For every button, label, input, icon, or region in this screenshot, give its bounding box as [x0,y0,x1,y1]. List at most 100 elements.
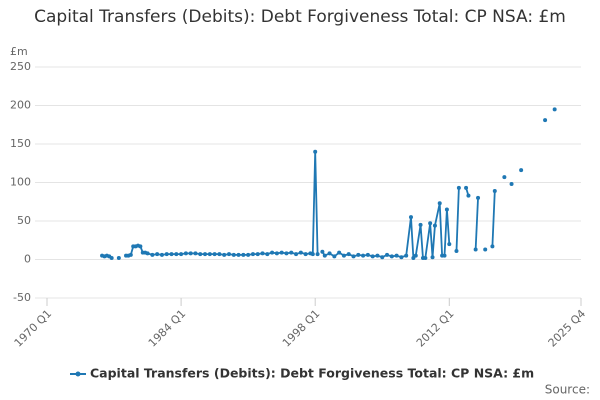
data-point [341,253,346,258]
data-point [423,255,428,260]
data-point [543,118,548,123]
data-point [270,250,275,255]
data-point [327,251,332,256]
y-tick-label: 250 [10,60,31,73]
data-point [483,247,488,252]
data-point [346,252,351,257]
data-point [413,253,418,258]
data-point [212,252,217,257]
data-point [174,252,179,257]
data-point [442,253,447,258]
data-point [217,252,222,257]
series-line [474,197,479,250]
data-point [437,201,442,206]
data-point [380,255,385,260]
data-point [394,253,399,258]
data-point [169,252,174,257]
data-point [207,252,212,257]
data-point [385,252,390,257]
data-point [164,252,169,257]
data-point [509,182,514,187]
series-line [491,190,496,247]
data-point [310,252,315,257]
data-point [408,215,413,220]
x-tick-label: 1984 Q1 [146,307,189,350]
data-point [109,255,114,260]
y-axis-label: £m [10,45,28,58]
data-point [183,251,188,256]
data-point [303,252,308,257]
data-point [198,252,203,257]
data-point [246,252,251,257]
data-point [265,252,270,257]
data-point [116,255,121,260]
data-point [203,252,208,257]
data-point [298,250,303,255]
chart-title: Capital Transfers (Debits): Debt Forgive… [34,7,566,27]
data-point [456,185,461,190]
data-point [552,107,557,112]
data-point [454,249,459,254]
data-point [241,252,246,257]
data-point [150,252,155,257]
legend-marker [75,371,81,377]
data-point [179,252,184,257]
data-point [473,247,478,252]
data-point [490,244,495,249]
data-point [389,254,394,259]
data-point [466,193,471,198]
x-tick-label: 1970 Q1 [12,307,55,350]
data-point [274,251,279,256]
data-point [332,254,337,259]
data-point [447,242,452,247]
y-tick-label: -50 [13,291,31,304]
data-point [250,252,255,257]
data-point [294,252,299,257]
data-point [155,252,160,257]
data-point [260,251,265,256]
data-point [337,250,342,255]
series-line [321,203,451,260]
data-point [399,255,404,260]
data-point [138,244,143,249]
data-point [476,195,481,200]
x-tick-label: 1998 Q1 [280,307,323,350]
x-tick-label: 2012 Q1 [414,307,457,350]
data-point [428,221,433,226]
data-point [351,254,356,259]
data-point [284,251,289,256]
y-tick-label: 0 [24,253,31,266]
data-point [289,250,294,255]
y-tick-label: 150 [10,137,31,150]
data-point [236,252,241,257]
data-point [356,252,361,257]
data-point [188,251,193,256]
data-point [464,185,469,190]
legend-label: Capital Transfers (Debits): Debt Forgive… [90,366,534,381]
x-tick-label: 2025 Q4 [546,307,589,350]
source: Source: [545,383,590,397]
data-point [492,188,497,193]
data-point [502,175,507,180]
data-point [231,252,236,257]
data-point [315,252,320,257]
series-line [455,187,460,252]
data-point [279,250,284,255]
series-line [126,151,319,257]
data-point [255,252,260,257]
data-point [226,252,231,257]
data-point [365,252,370,257]
data-point [320,249,325,254]
y-tick-label: 50 [17,214,31,227]
data-point [404,253,409,258]
data-point [519,168,524,173]
data-point [432,223,437,228]
data-point [430,255,435,260]
data-point [444,207,449,212]
data-point [418,222,423,227]
data-point [370,254,375,259]
data-point [375,253,380,258]
y-tick-label: 200 [10,99,31,112]
